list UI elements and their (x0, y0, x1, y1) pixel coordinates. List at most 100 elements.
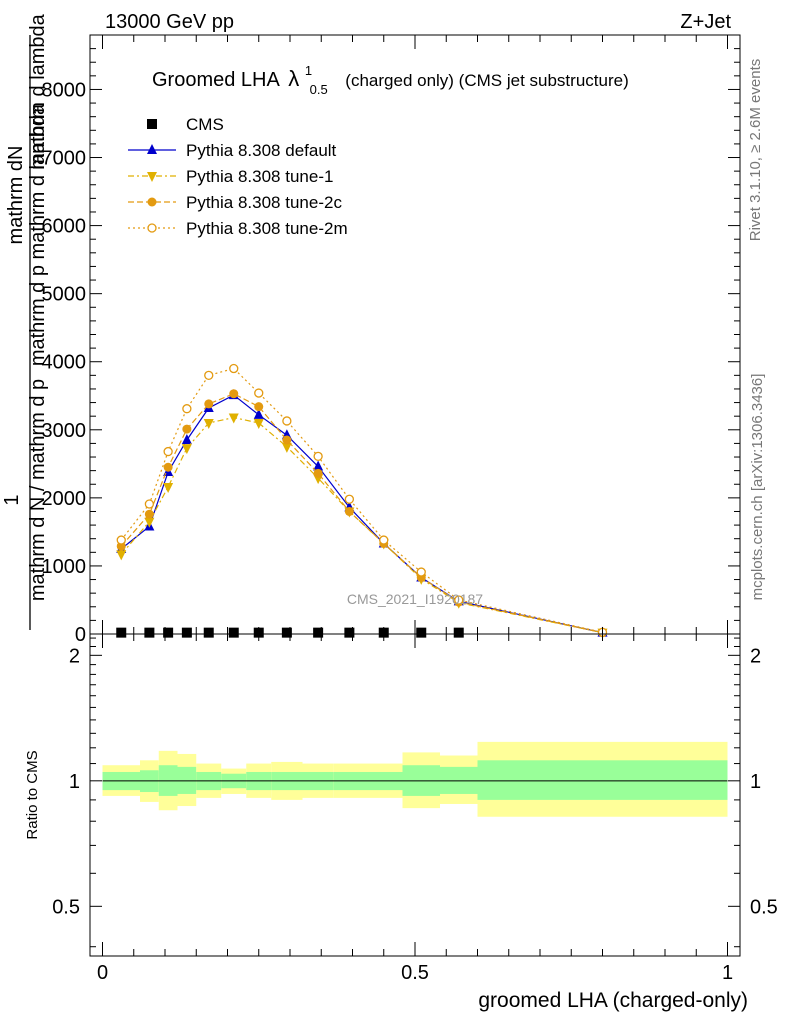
data-point (416, 627, 427, 638)
ratio-y-tick-label: 0.5 (52, 896, 80, 918)
data-point (182, 404, 192, 414)
legend-entry: Pythia 8.308 tune-2c (128, 193, 342, 212)
data-point (163, 482, 174, 493)
data-point (344, 494, 355, 504)
y-tick-label: 8000 (42, 79, 87, 101)
main-plot-marks (116, 363, 608, 639)
y-tick-label: 1000 (42, 556, 87, 578)
legend-marker (147, 144, 157, 154)
legend-entry: CMS (147, 115, 224, 134)
data-point (379, 535, 389, 545)
data-point (163, 627, 174, 638)
ratio-y-tick-label: 0.5 (750, 896, 778, 918)
data-point (116, 535, 126, 545)
series-3 (116, 389, 607, 638)
data-point (344, 627, 355, 638)
data-point (253, 418, 264, 429)
data-point (163, 462, 173, 472)
legend: CMS Pythia 8.308 default Pythia 8.308 tune… (128, 115, 348, 238)
title-sup: 1 (305, 63, 312, 78)
data-point (204, 399, 214, 409)
title-sub: 0.5 (310, 82, 328, 97)
ratio-y-axis-label: Ratio to CMS (24, 750, 41, 839)
data-point (229, 389, 239, 399)
data-point (144, 517, 155, 528)
legend-label: Pythia 8.308 tune-1 (186, 167, 333, 186)
data-point (228, 627, 239, 638)
data-point (313, 451, 323, 461)
data-point (254, 388, 264, 398)
data-point (344, 506, 354, 516)
ratio-y-tick-label: 1 (750, 771, 761, 793)
main-x-ticks (102, 35, 728, 634)
data-point (254, 402, 264, 412)
header-right: Z+Jet (680, 11, 731, 33)
ratio-y-tick-label: 1 (69, 771, 80, 793)
data-point (313, 468, 323, 478)
data-point (204, 370, 214, 380)
mcplots-label: mcplots.cern.ch [arXiv:1306.3436] (749, 374, 766, 601)
header-left: 13000 GeV pp (105, 11, 234, 33)
data-point (203, 418, 214, 429)
ylabel-den1: mathrm d N / mathrm d p (27, 379, 49, 601)
ratio-y-tick-label: 2 (750, 645, 761, 667)
title-lambda: λ (288, 66, 299, 91)
y-tick-label: 3000 (42, 420, 87, 442)
ratio-y-tick-label: 2 (69, 645, 80, 667)
ylabel-den3: mathrm d lambda (27, 13, 49, 169)
rivet-label: Rivet 3.1.10, ≥ 2.6M events (747, 59, 764, 242)
data-point (454, 595, 464, 605)
data-point (282, 435, 292, 445)
data-point (282, 416, 292, 426)
legend-entry: Pythia 8.308 default (128, 141, 337, 160)
y-tick-label: 4000 (42, 352, 87, 374)
ylabel-den2: mathrm d p mathrm d lambda (27, 103, 49, 366)
data-point (116, 627, 127, 638)
legend-label: CMS (186, 115, 224, 134)
data-point (181, 627, 192, 638)
watermark: CMS_2021_I1920187 (347, 591, 483, 607)
x-tick-label: 0.5 (401, 962, 429, 984)
x-axis-label: groomed LHA (charged-only) (478, 989, 748, 1012)
legend-marker (147, 172, 157, 182)
data-point (163, 446, 173, 457)
series-4 (116, 363, 608, 637)
y-tick-label: 7000 (42, 148, 87, 170)
title-rest: (charged only) (CMS jet substructure) (345, 71, 628, 90)
data-point (116, 550, 127, 561)
y-tick-label: 5000 (42, 284, 87, 306)
series-line-3 (120, 393, 603, 634)
legend-label: Pythia 8.308 default (186, 141, 337, 160)
ratio-y-ticks: 0.5 0.5 1 1 2 2 (52, 637, 778, 948)
data-point (416, 567, 426, 577)
x-tick-label: 0 (97, 962, 108, 984)
main-y-axis-label: 1 mathrm dN mathrm d N / mathrm d p math… (1, 13, 49, 630)
data-point (144, 627, 155, 638)
data-point (181, 434, 192, 445)
main-plot: 0 1000 2000 3000 4000 5000 6000 7000 8000 Groome… (42, 34, 741, 646)
data-point (453, 627, 464, 638)
inner-band-bin (477, 760, 728, 800)
x-tick-label: 1 (722, 962, 733, 984)
data-point (281, 442, 292, 453)
title-main: Groomed LHA (152, 69, 280, 91)
y-tick-label: 6000 (42, 216, 87, 238)
legend-marker (147, 197, 157, 207)
ratio-plot: 0.5 0.51 12 2 0 0.5 1 (52, 633, 778, 984)
data-point (313, 627, 324, 638)
data-point (144, 499, 155, 509)
ratio-x-ticks: 0 0.5 1 (97, 634, 733, 984)
data-point (144, 509, 154, 519)
legend-marker (147, 223, 157, 233)
ratio-plot-marks (102, 741, 728, 817)
data-point (182, 424, 192, 434)
data-point (203, 627, 214, 638)
y-tick-label: 2000 (42, 488, 87, 510)
legend-marker (147, 119, 157, 129)
series-line-2 (120, 416, 603, 634)
legend-label: Pythia 8.308 tune-2c (186, 193, 342, 212)
data-point (181, 444, 192, 455)
legend-entry: Pythia 8.308 tune-1 (128, 167, 333, 186)
y-tick-label: 0 (75, 624, 86, 646)
